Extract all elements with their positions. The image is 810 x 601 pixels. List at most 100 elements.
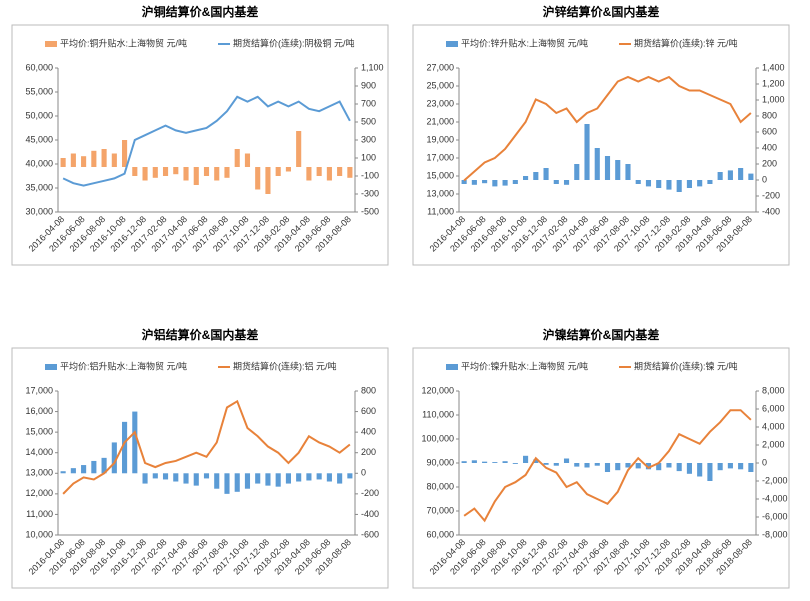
- bar: [337, 473, 343, 484]
- bar: [625, 164, 631, 180]
- y-tick-label: 11,000: [427, 206, 454, 216]
- bar: [461, 180, 467, 184]
- bar: [563, 180, 570, 185]
- y-tick-label: 23,000: [426, 98, 454, 108]
- y-tick-label: 35,000: [25, 182, 53, 192]
- chart-title: 沪铜结算价&国内基差: [142, 4, 259, 19]
- bar: [306, 473, 312, 481]
- bar: [122, 421, 128, 474]
- y-tick-label: 12,000: [25, 488, 53, 498]
- line-series: [463, 75, 752, 182]
- legend-swatch: [446, 41, 458, 47]
- bar: [306, 167, 312, 181]
- bar: [492, 180, 498, 187]
- y-tick-label: 40,000: [25, 158, 53, 168]
- chart-panel: 沪锌结算价&国内基差 11,000 13,000 15,000 17,000 19,000…: [412, 4, 790, 266]
- y2-tick-label: -8,000: [762, 529, 788, 539]
- bar: [152, 167, 158, 178]
- bar: [584, 463, 590, 468]
- bar: [553, 463, 559, 466]
- y2-tick-label: -200: [361, 488, 379, 498]
- bar: [81, 156, 87, 167]
- y2-tick-label: 6,000: [762, 403, 785, 413]
- bar: [748, 463, 754, 472]
- chart-title: 沪铝结算价&国内基差: [142, 327, 259, 342]
- y-tick-label: 10,000: [25, 529, 53, 539]
- bar: [234, 149, 240, 167]
- bar: [645, 463, 652, 470]
- bar: [645, 180, 652, 187]
- legend-label: 期货结算价(连续):锌 元/吨: [634, 37, 738, 48]
- y-tick-label: 60,000: [426, 529, 454, 539]
- bar: [326, 167, 332, 181]
- y-tick-label: 45,000: [25, 134, 53, 144]
- bar: [604, 156, 611, 180]
- bar: [523, 176, 529, 180]
- bar: [285, 473, 291, 484]
- bar: [471, 460, 477, 463]
- y-tick-label: 55,000: [25, 86, 53, 96]
- y2-tick-label: 8,000: [762, 385, 785, 395]
- y-tick-label: 14,000: [25, 447, 53, 457]
- bar: [183, 473, 189, 484]
- y-tick-label: 15,000: [25, 427, 53, 437]
- bar: [512, 463, 518, 464]
- legend-label: 期货结算价(连续):阴极铜 元/吨: [233, 37, 355, 48]
- bar: [224, 167, 230, 178]
- bar: [111, 442, 117, 474]
- bar: [666, 180, 672, 190]
- legend-label: 平均价:锌升贴水:上海物贸 元/吨: [461, 37, 588, 48]
- bar: [738, 168, 744, 180]
- y2-tick-label: 4,000: [762, 421, 785, 431]
- panel-border: [11, 24, 389, 266]
- y2-tick-label: 2,000: [762, 439, 785, 449]
- bar: [656, 180, 662, 188]
- bar: [296, 473, 302, 482]
- y2-tick-label: 600: [361, 406, 376, 416]
- bar: [285, 167, 291, 172]
- bar: [482, 180, 488, 184]
- y2-tick-label: -600: [361, 529, 379, 539]
- y-tick-label: 90,000: [426, 457, 454, 467]
- y2-tick-label: 600: [762, 126, 777, 136]
- line-series: [62, 95, 351, 187]
- bar: [60, 158, 66, 167]
- panel-border: [412, 24, 790, 266]
- bar: [162, 167, 169, 176]
- y-tick-label: 60,000: [25, 62, 53, 72]
- bar: [666, 463, 672, 468]
- y-tick-label: 19,000: [426, 134, 454, 144]
- bar: [81, 465, 87, 474]
- y2-tick-label: 0: [762, 457, 767, 467]
- legend-label: 期货结算价(连续):镍 元/吨: [634, 360, 738, 371]
- bar: [738, 463, 744, 470]
- bar: [60, 471, 66, 474]
- bar: [543, 463, 549, 465]
- bar: [142, 473, 148, 484]
- y2-tick-label: -400: [361, 509, 379, 519]
- y-tick-label: 21,000: [426, 116, 454, 126]
- bar: [461, 461, 467, 463]
- bar: [625, 463, 631, 468]
- bar: [482, 461, 488, 463]
- bar: [255, 473, 261, 484]
- legend-swatch: [446, 364, 458, 370]
- y2-tick-label: 0: [361, 468, 366, 478]
- chart-panel: 沪铜结算价&国内基差 30,000 35,000 40,000 45,000 50,000…: [11, 4, 389, 266]
- bar: [471, 180, 477, 185]
- bar: [656, 463, 662, 471]
- bar: [707, 463, 713, 481]
- y-tick-label: 110,000: [422, 409, 454, 419]
- bar: [717, 172, 723, 180]
- bar: [727, 170, 733, 180]
- bar: [686, 180, 692, 188]
- y-tick-label: 17,000: [426, 152, 454, 162]
- y2-tick-label: 700: [361, 98, 376, 108]
- legend-label: 平均价:镍升贴水:上海物贸 元/吨: [461, 360, 588, 371]
- y2-tick-label: -2,000: [762, 475, 788, 485]
- bar: [183, 167, 189, 181]
- y2-tick-label: 1,400: [762, 62, 785, 72]
- bar: [203, 473, 210, 479]
- chart-title: 沪镍结算价&国内基差: [543, 327, 660, 342]
